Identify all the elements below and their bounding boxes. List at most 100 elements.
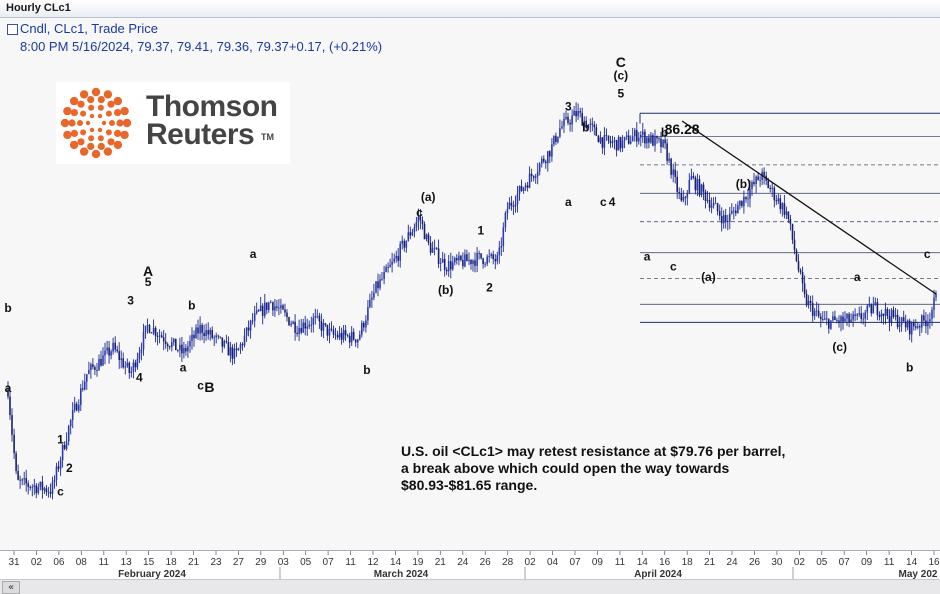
- candle-body: [225, 341, 228, 342]
- wave-label: c: [197, 379, 204, 393]
- candle-body: [148, 325, 151, 333]
- candle-body: [421, 220, 424, 225]
- logo-dot: [70, 129, 78, 137]
- candle-body: [352, 331, 355, 340]
- candle-body: [15, 453, 17, 471]
- candle-body: [443, 259, 446, 270]
- candle-body: [777, 198, 780, 202]
- candle-body: [49, 491, 52, 494]
- candle-body: [541, 158, 543, 164]
- candle-body: [288, 317, 290, 326]
- candle-body: [666, 143, 668, 161]
- candle-body: [904, 321, 907, 328]
- wave-label: c: [924, 247, 931, 261]
- logo-dot: [103, 90, 113, 99]
- candle-body: [59, 460, 62, 469]
- analysis-note-line: U.S. oil <CLc1> may retest resistance at…: [401, 443, 786, 459]
- candle-body: [779, 198, 782, 210]
- x-tick-label: 16: [928, 557, 940, 568]
- candle-body: [925, 320, 927, 327]
- candle-body: [868, 304, 871, 306]
- candle-body: [257, 310, 260, 312]
- candle-body: [290, 323, 292, 326]
- candle-body: [514, 204, 517, 207]
- candle-body: [205, 330, 207, 336]
- x-month-label: March 2024: [374, 569, 429, 580]
- candle-body: [348, 335, 351, 343]
- candle-body: [363, 322, 365, 328]
- candle-body: [536, 171, 539, 177]
- candle-body: [229, 347, 232, 356]
- candle-body: [456, 258, 458, 261]
- candle-body: [714, 203, 717, 205]
- candle-body: [848, 313, 850, 322]
- candle-body: [747, 198, 749, 200]
- x-tick-label: 15: [143, 557, 155, 568]
- candle-body: [834, 316, 836, 320]
- candle-body: [379, 279, 381, 289]
- candle-body: [152, 327, 155, 334]
- candle-body: [702, 184, 705, 192]
- x-tick-label: 11: [99, 557, 110, 568]
- candle-body: [931, 309, 933, 320]
- candle-body: [338, 333, 341, 338]
- wave-label: (b): [736, 177, 751, 191]
- candle-body: [381, 279, 383, 280]
- candle-body: [31, 486, 34, 488]
- x-tick-label: 14: [637, 557, 649, 568]
- candle-body: [266, 302, 268, 310]
- candle-body: [601, 137, 604, 148]
- candle-body: [401, 240, 403, 244]
- candle-body: [221, 337, 224, 347]
- logo-dot: [122, 118, 132, 128]
- candle-body: [63, 445, 66, 449]
- logo-dot: [88, 104, 95, 111]
- candle-body: [450, 261, 452, 270]
- logo-dot: [120, 106, 129, 116]
- candle-body: [545, 161, 547, 164]
- candle-body: [551, 144, 553, 157]
- candle-body: [500, 246, 503, 248]
- candle-body: [583, 120, 585, 126]
- candle-body: [53, 479, 56, 483]
- wave-label: 86.28: [665, 121, 700, 137]
- candle-body: [160, 335, 163, 338]
- candle-body: [367, 307, 369, 321]
- logo-dot: [114, 129, 122, 137]
- wave-label: c: [57, 484, 64, 498]
- candle-body: [110, 351, 112, 356]
- x-tick-label: 11: [884, 557, 895, 568]
- candle-body: [294, 321, 296, 333]
- logo-dot: [91, 149, 101, 159]
- candle-body: [399, 243, 401, 261]
- horizontal-scrollbar[interactable]: «: [0, 579, 940, 594]
- x-tick-label: 03: [278, 557, 290, 568]
- candle-body: [334, 334, 337, 336]
- x-tick-label: 23: [210, 557, 222, 568]
- candle-body: [587, 124, 590, 128]
- candle-body: [559, 128, 561, 137]
- logo-dot: [97, 127, 103, 133]
- candle-body: [86, 374, 88, 382]
- x-tick-label: 24: [457, 557, 469, 568]
- candle-body: [75, 403, 78, 411]
- candle-body: [90, 364, 92, 370]
- candle-body: [854, 314, 856, 316]
- candle-body: [921, 315, 923, 328]
- candle-body: [621, 140, 624, 149]
- candle-body: [696, 179, 699, 191]
- wave-label: a: [854, 270, 861, 284]
- candle-body: [688, 179, 691, 194]
- logo-dot: [97, 104, 104, 111]
- candle-body: [617, 137, 620, 151]
- x-tick-label: 02: [794, 557, 806, 568]
- candle-body: [741, 200, 743, 207]
- scroll-left-button[interactable]: «: [2, 581, 20, 594]
- candle-body: [801, 272, 804, 284]
- candle-body: [704, 191, 707, 201]
- candle-body: [354, 339, 357, 343]
- x-tick-label: 04: [547, 557, 559, 568]
- wave-label: a: [644, 249, 651, 263]
